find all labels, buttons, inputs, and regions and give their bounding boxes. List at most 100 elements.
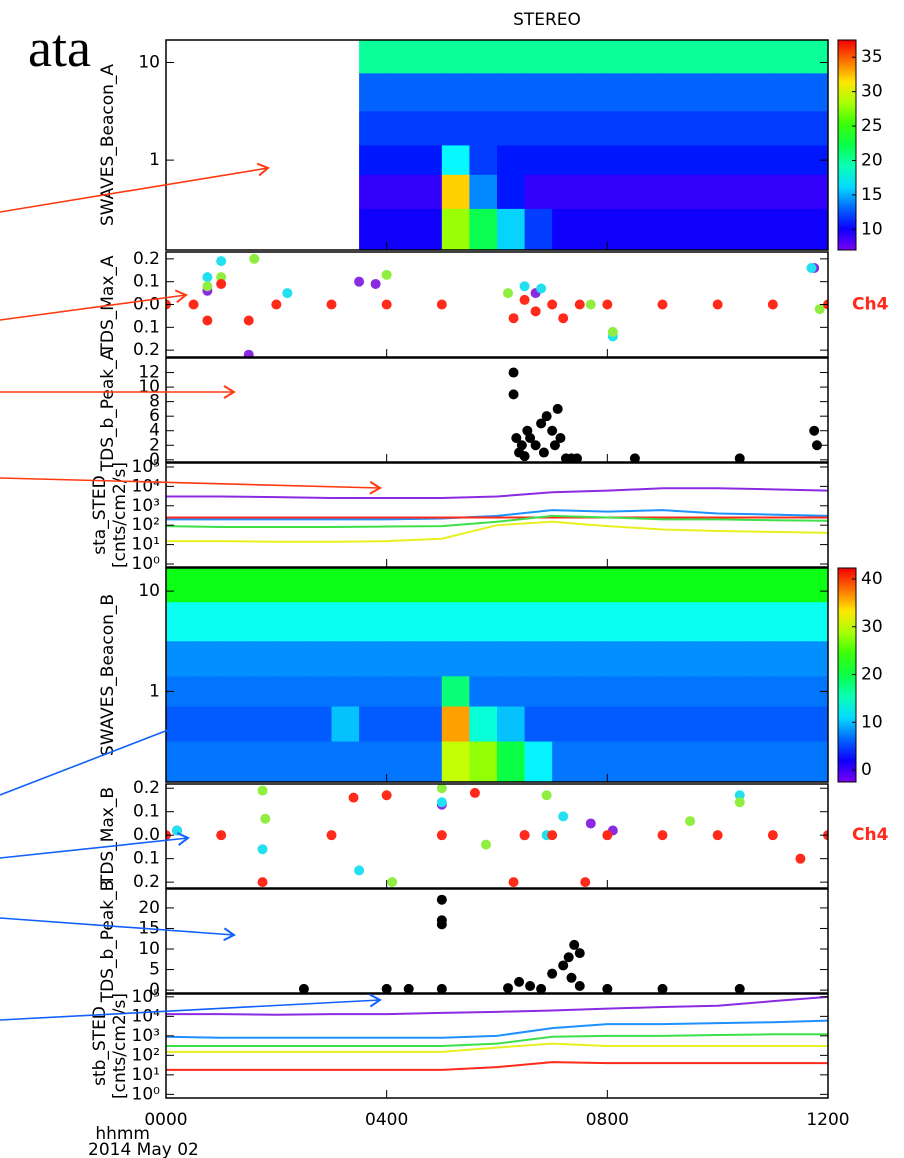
y-tick-label: 10 — [138, 52, 160, 72]
heat-cell — [745, 208, 774, 250]
point — [436, 784, 447, 794]
y-tick-label: 10 — [138, 939, 160, 959]
heat-cell — [414, 174, 443, 210]
heat-cell — [441, 706, 470, 743]
heat-cell — [248, 676, 277, 708]
point — [734, 453, 745, 462]
heat-cell — [717, 111, 746, 146]
arrow — [0, 993, 382, 1021]
heat-cell — [276, 706, 305, 743]
heat-cell — [414, 40, 443, 74]
heat-cell — [634, 40, 663, 74]
point — [563, 952, 574, 963]
heat-cell — [717, 208, 746, 250]
heat-cell — [717, 706, 746, 743]
heat-cell — [497, 706, 526, 743]
heat-cell — [166, 602, 195, 642]
point — [436, 894, 447, 905]
heat-cell — [717, 741, 746, 782]
heat-cell — [248, 641, 277, 677]
heat-cell — [221, 568, 250, 603]
colorbar-tick-label: 30 — [861, 82, 883, 102]
point — [525, 981, 536, 992]
heat-cell — [469, 568, 498, 603]
colorbar-tick-label: 20 — [861, 150, 883, 170]
point — [811, 440, 822, 451]
point — [734, 790, 745, 801]
point — [519, 451, 530, 462]
y-tick-label: 0.2 — [133, 340, 160, 360]
point — [508, 389, 519, 400]
point — [436, 299, 447, 310]
point — [734, 983, 745, 993]
panel-frame — [165, 251, 829, 358]
point — [216, 256, 227, 267]
y-tick-label: 10⁵ — [132, 987, 160, 1007]
heat-cell — [524, 174, 553, 210]
heat-cell — [717, 641, 746, 677]
heat-cell — [248, 568, 277, 603]
heat-cell — [717, 40, 746, 74]
point — [525, 433, 536, 443]
colorbar-tick-label: 40 — [861, 569, 883, 589]
heat-cell — [717, 73, 746, 112]
point — [809, 425, 820, 436]
arrow — [0, 729, 169, 796]
plot-area — [508, 367, 822, 462]
y-tick-label: 10² — [132, 1045, 160, 1065]
plot-area — [298, 894, 745, 993]
point — [282, 288, 293, 299]
x-tick-label: 0800 — [586, 1110, 629, 1130]
point — [558, 960, 569, 971]
heat-cell — [469, 145, 498, 176]
point — [795, 853, 806, 864]
point — [172, 825, 183, 836]
y-tick-label: 0.2 — [133, 778, 160, 798]
heat-cell — [717, 676, 746, 708]
panel-frame — [165, 39, 829, 251]
point — [574, 948, 585, 959]
point — [354, 276, 365, 287]
heat-cell — [524, 706, 553, 743]
point — [547, 299, 558, 310]
y-tick-label: 0.2 — [133, 249, 160, 269]
y-tick-label: 5 — [149, 960, 160, 980]
y-axis-label: [cnts/cm2/s] — [110, 462, 130, 568]
heat-cell — [579, 111, 608, 146]
heat-cell — [386, 111, 415, 146]
line-series — [166, 1061, 828, 1071]
heat-cell — [359, 641, 388, 677]
point — [511, 433, 522, 443]
heat-cell — [497, 568, 526, 603]
heat-cell — [193, 741, 222, 782]
point — [580, 877, 591, 888]
y-axis-label: [cnts/cm2/s] — [110, 993, 130, 1099]
point — [574, 299, 585, 310]
heat-cell — [469, 706, 498, 743]
colorbar-tick-label: 25 — [861, 116, 883, 136]
arrow — [0, 477, 382, 495]
heat-cell — [579, 73, 608, 112]
heat-cell — [359, 111, 388, 146]
y-tick-label: 10⁰ — [132, 554, 161, 574]
point — [354, 865, 365, 876]
point — [370, 278, 381, 289]
heat-cell — [524, 568, 553, 603]
heat-cell — [524, 741, 553, 782]
heat-cell — [386, 208, 415, 250]
heat-cell — [331, 568, 360, 603]
point — [712, 830, 723, 841]
heat-cell — [579, 676, 608, 708]
heat-cell — [497, 676, 526, 708]
heat-cell — [662, 641, 691, 677]
point — [549, 440, 560, 451]
y-tick-label: 10⁴ — [132, 476, 161, 496]
colorbar-tick-label: 30 — [861, 617, 883, 637]
heat-cell — [690, 111, 719, 146]
heat-cell — [497, 602, 526, 642]
point — [436, 830, 447, 841]
point — [243, 349, 254, 357]
point — [381, 299, 392, 310]
heat-cell — [552, 111, 581, 146]
